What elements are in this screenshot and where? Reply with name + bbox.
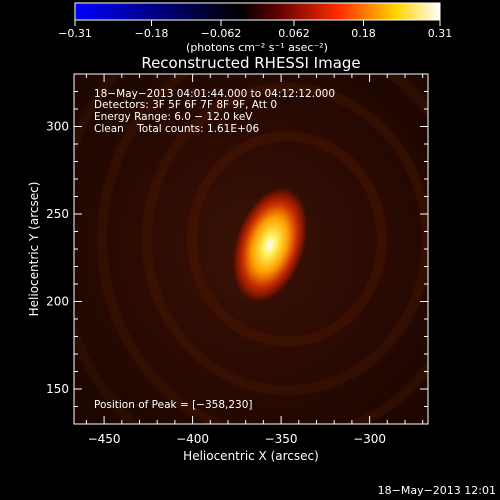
flare-source (230, 184, 310, 306)
y-axis-label: Heliocentric Y (arcsec) (27, 182, 41, 317)
y-tick-label: 150 (46, 382, 69, 396)
y-tick-label: 300 (46, 120, 69, 134)
colorbar-tick-label: 0.062 (278, 27, 310, 40)
x-tick-label: −350 (265, 432, 298, 446)
info-line-detectors: Detectors: 3F 5F 6F 7F 8F 9F, Att 0 (94, 99, 277, 111)
sidelobe-ring (141, 82, 428, 396)
x-axis-label: Heliocentric X (arcsec) (183, 449, 319, 463)
colorbar-tick-label: 0.31 (428, 27, 453, 40)
sidelobe-ring (186, 131, 387, 347)
axis-ticks: −450 −400 −350 −300 150 200 250 300 (46, 73, 428, 446)
info-line-time: 18−May−2013 04:01:44.000 to 04:12:12.000 (94, 88, 335, 100)
colorbar-ticks: −0.31 −0.18 −0.062 0.062 0.18 0.31 (58, 20, 452, 40)
x-tick-label: −450 (88, 432, 121, 446)
info-line-counts: Clean Total counts: 1.61E+06 (94, 123, 259, 135)
colorbar-gradient (74, 2, 441, 21)
plot-area (74, 74, 428, 424)
colorbar-tick-label: 0.18 (351, 27, 376, 40)
sidelobe-rings (74, 74, 428, 424)
colorbar-units: (photons cm⁻² s⁻¹ asec⁻²) (186, 41, 328, 54)
x-tick-label: −400 (176, 432, 209, 446)
y-tick-label: 250 (46, 207, 69, 221)
colorbar-tick-label: −0.18 (135, 27, 169, 40)
colorbar-tick-label: −0.31 (58, 27, 92, 40)
chart-title: Reconstructed RHESSI Image (141, 54, 360, 72)
peak-position-label: Position of Peak = [−358,230] (94, 399, 253, 411)
y-tick-label: 200 (46, 295, 69, 309)
colorbar-tick-label: −0.062 (201, 27, 242, 40)
sidelobe-ring (96, 74, 428, 424)
colorbar: −0.31 −0.18 −0.062 0.062 0.18 0.31 (photons c… (58, 2, 452, 54)
x-tick-label: −300 (353, 432, 386, 446)
info-line-energy: Energy Range: 6.0 − 12.0 keV (94, 111, 253, 123)
footer-timestamp: 18−May−2013 12:01 (378, 484, 496, 497)
info-block: 18−May−2013 04:01:44.000 to 04:12:12.000… (94, 88, 335, 135)
